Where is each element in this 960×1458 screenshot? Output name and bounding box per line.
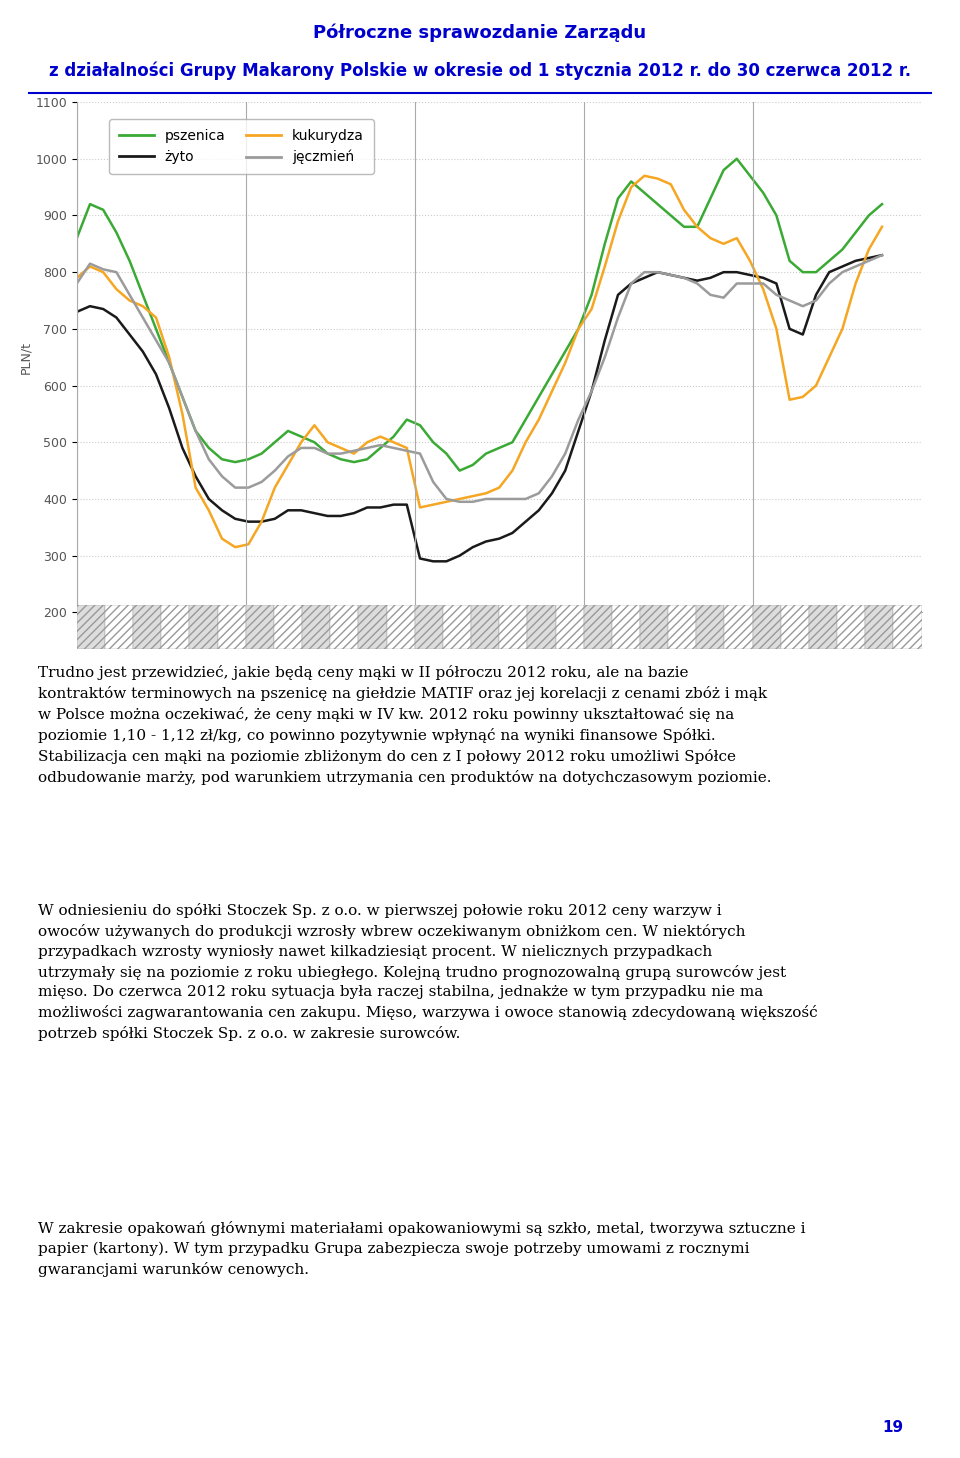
Bar [218,605,246,649]
Bar [612,605,640,649]
pszenica [732,150,743,168]
kukurydza [71,270,83,287]
jęczmień [454,493,466,510]
Bar [105,605,133,649]
pszenica [797,264,808,281]
Bar [753,605,780,649]
Bar [640,605,668,649]
jęczmień [71,274,83,292]
kukurydza [573,321,585,338]
Bar [443,605,471,649]
żyto [427,553,439,570]
Bar [189,605,218,649]
Legend: pszenica, żyto, kukurydza, jęczmień: pszenica, żyto, kukurydza, jęczmień [109,120,373,174]
pszenica [454,462,466,480]
Bar [556,605,584,649]
Bar [330,605,358,649]
Bar [668,605,696,649]
Bar [894,605,922,649]
pszenica [282,423,294,440]
pszenica [876,195,888,213]
pszenica [137,286,149,303]
Y-axis label: PLN/t: PLN/t [19,341,33,373]
jęczmień [229,478,241,496]
kukurydza [296,433,307,451]
Text: 19: 19 [883,1420,904,1436]
żyto [876,246,888,264]
Text: W zakresie opakowań głównymi materiałami opakowaniowymi są szkło, metal, tworzyw: W zakresie opakowań głównymi materiałami… [38,1220,805,1277]
Bar [415,605,443,649]
jęczmień [282,448,294,465]
Line: pszenica: pszenica [77,159,882,471]
żyto [282,502,294,519]
Bar [499,605,527,649]
Bar [809,605,837,649]
Bar [584,605,612,649]
pszenica [71,229,83,246]
pszenica [480,445,492,462]
Bar [302,605,330,649]
żyto [784,321,796,338]
kukurydza [229,538,241,555]
Bar [246,605,274,649]
jęczmień [480,490,492,507]
Line: kukurydza: kukurydza [77,176,882,547]
żyto [480,532,492,550]
żyto [71,303,83,321]
żyto [229,510,241,528]
kukurydza [797,388,808,405]
żyto [573,423,585,440]
jęczmień [876,246,888,264]
Bar [527,605,556,649]
pszenica [229,453,241,471]
Text: Trudno jest przewidzieć, jakie będą ceny mąki w II półroczu 2012 roku, ale na ba: Trudno jest przewidzieć, jakie będą ceny… [38,665,772,784]
Bar [865,605,894,649]
Bar [358,605,387,649]
żyto [137,343,149,360]
kukurydza [137,297,149,315]
Bar [696,605,725,649]
Bar [387,605,415,649]
jęczmień [784,292,796,309]
Text: W odniesieniu do spółki Stoczek Sp. z o.o. w pierwszej połowie roku 2012 ceny wa: W odniesieniu do spółki Stoczek Sp. z o.… [38,903,818,1041]
Bar [725,605,753,649]
Bar [133,605,161,649]
Bar [161,605,189,649]
jęczmień [137,309,149,327]
Text: z działalności Grupy Makarony Polskie w okresie od 1 stycznia 2012 r. do 30 czer: z działalności Grupy Makarony Polskie w … [49,61,911,80]
kukurydza [876,219,888,236]
Bar [471,605,499,649]
kukurydza [243,535,254,553]
Bar [274,605,302,649]
jęczmień [573,411,585,429]
Text: Półroczne sprawozdanie Zarządu: Półroczne sprawozdanie Zarządu [313,23,647,42]
kukurydza [480,484,492,502]
kukurydza [638,168,650,185]
pszenica [573,321,585,338]
Bar [780,605,809,649]
Bar [77,605,105,649]
Line: jęczmień: jęczmień [77,255,882,502]
Bar [837,605,865,649]
Line: żyto: żyto [77,255,882,561]
